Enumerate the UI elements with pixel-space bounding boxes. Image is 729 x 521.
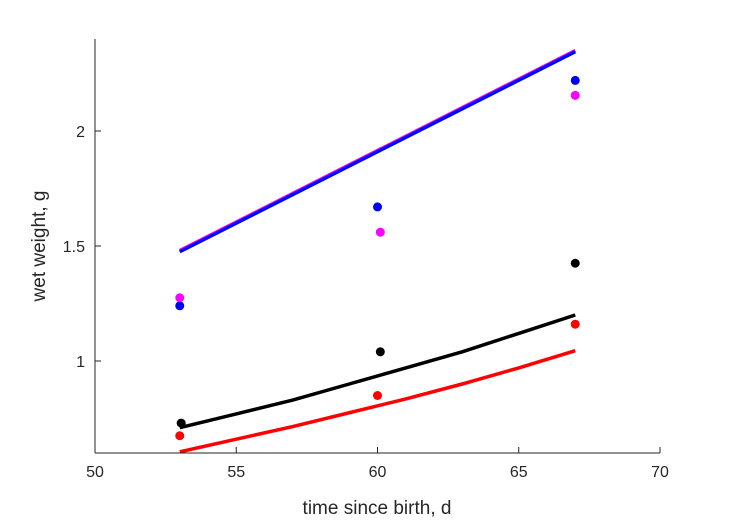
data-point-3-1 xyxy=(373,391,382,400)
x-tick-label: 55 xyxy=(227,464,245,481)
x-ticks: 50 55 60 65 70 xyxy=(86,447,669,481)
data-point-0-0 xyxy=(175,301,185,311)
y-ticks: 11.52 xyxy=(63,124,101,371)
y-tick-label: 2 xyxy=(76,124,85,141)
y-axis-label: wet weight, g xyxy=(29,191,50,303)
series-line-6 xyxy=(179,313,576,430)
data-point-0-2 xyxy=(570,75,580,85)
y-tick-label: 1 xyxy=(76,354,85,371)
x-tick-label: 50 xyxy=(86,464,104,481)
data-point-1-2 xyxy=(570,90,580,100)
data-point-2-2 xyxy=(570,258,580,268)
series-line-5 xyxy=(178,50,577,254)
y-tick-label: 1.5 xyxy=(63,239,85,256)
series-line-7 xyxy=(179,348,576,454)
data-point-2-0 xyxy=(176,418,186,428)
data-point-2-1 xyxy=(375,347,385,357)
data-point-0-1 xyxy=(373,202,382,212)
data-point-1-1 xyxy=(375,227,385,237)
x-axis-label: time since birth, d xyxy=(303,498,452,519)
data-point-3-0 xyxy=(175,431,185,441)
axes xyxy=(94,39,660,454)
x-tick-label: 65 xyxy=(510,464,528,481)
data-point-3-2 xyxy=(570,319,580,329)
data-point-1-0 xyxy=(175,293,185,303)
plot-area xyxy=(175,48,580,454)
x-tick-label: 70 xyxy=(651,464,669,481)
x-tick-label: 60 xyxy=(369,464,387,481)
